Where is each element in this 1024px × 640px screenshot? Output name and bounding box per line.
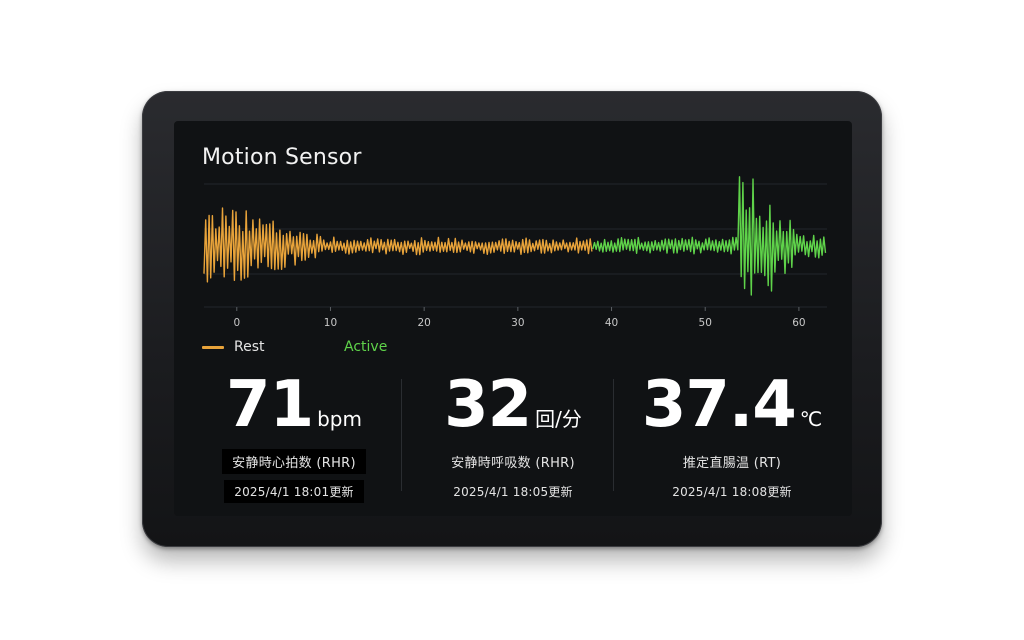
- x-tick-label: 0: [233, 317, 240, 329]
- respiration-rate-value: 32: [444, 368, 532, 442]
- metric-value-row: 37.4 ℃: [626, 369, 838, 441]
- x-tick-label: 50: [699, 317, 712, 329]
- respiration-rate-label: 安静時呼吸数 (RHR): [451, 456, 575, 471]
- chart-legend: Rest Active: [202, 339, 502, 357]
- series-line-rest: [203, 207, 593, 283]
- respiration-rate-updated-row: 2025/4/1 18:05更新: [407, 480, 619, 503]
- metric-divider: [401, 379, 402, 491]
- legend-item-active: Active: [344, 339, 387, 355]
- x-tick-label: 30: [511, 317, 524, 329]
- series-line-active: [592, 176, 827, 296]
- heart-rate-value: 71: [226, 368, 314, 442]
- rectal-temperature-updated: 2025/4/1 18:08更新: [672, 485, 792, 499]
- rectal-temperature-label: 推定直腸温 (RT): [682, 456, 782, 471]
- tablet-device: Motion Sensor 0 10 20 30 40 50 60 Rest Active: [142, 91, 882, 547]
- metric-value-row: 71 bpm: [188, 369, 400, 441]
- heart-rate-updated-row: 2025/4/1 18:01更新: [188, 480, 400, 503]
- rectal-temperature-value: 37.4: [641, 368, 797, 442]
- x-tick-label: 10: [324, 317, 337, 329]
- metric-rectal-temperature: 37.4 ℃ 推定直腸温 (RT) 2025/4/1 18:08更新: [626, 369, 838, 499]
- heart-rate-unit: bpm: [317, 407, 362, 431]
- respiration-rate-unit: 回/分: [535, 407, 582, 431]
- legend-item-rest: Rest: [202, 339, 265, 355]
- metrics-row: 71 bpm 安静時心拍数 (RHR) 2025/4/1 18:01更新 32 回/…: [174, 369, 852, 503]
- metric-value-row: 32 回/分: [407, 369, 619, 441]
- legend-swatch-rest: [202, 345, 224, 349]
- panel-title: Motion Sensor: [202, 145, 362, 170]
- legend-label-active: Active: [344, 339, 388, 355]
- rectal-temperature-updated-row: 2025/4/1 18:08更新: [626, 480, 838, 503]
- metric-divider: [613, 379, 614, 491]
- rectal-temperature-unit: ℃: [799, 407, 823, 431]
- x-tick-label: 40: [605, 317, 618, 329]
- motion-sensor-chart: 0 10 20 30 40 50 60: [203, 176, 827, 329]
- heart-rate-updated: 2025/4/1 18:01更新: [224, 480, 364, 503]
- x-axis-ticks: 0 10 20 30 40 50 60: [233, 307, 806, 329]
- metric-respiration-rate: 32 回/分 安静時呼吸数 (RHR) 2025/4/1 18:05更新: [407, 369, 619, 499]
- dashboard-screen: Motion Sensor 0 10 20 30 40 50 60 Rest Active: [174, 121, 852, 516]
- chart-grid: [204, 183, 827, 308]
- heart-rate-label: 安静時心拍数 (RHR): [222, 449, 366, 474]
- legend-label-rest: Rest: [234, 339, 265, 355]
- x-tick-label: 60: [792, 317, 805, 329]
- metric-heart-rate: 71 bpm 安静時心拍数 (RHR) 2025/4/1 18:01更新: [188, 369, 400, 503]
- x-tick-label: 20: [417, 317, 430, 329]
- respiration-rate-updated: 2025/4/1 18:05更新: [453, 485, 573, 499]
